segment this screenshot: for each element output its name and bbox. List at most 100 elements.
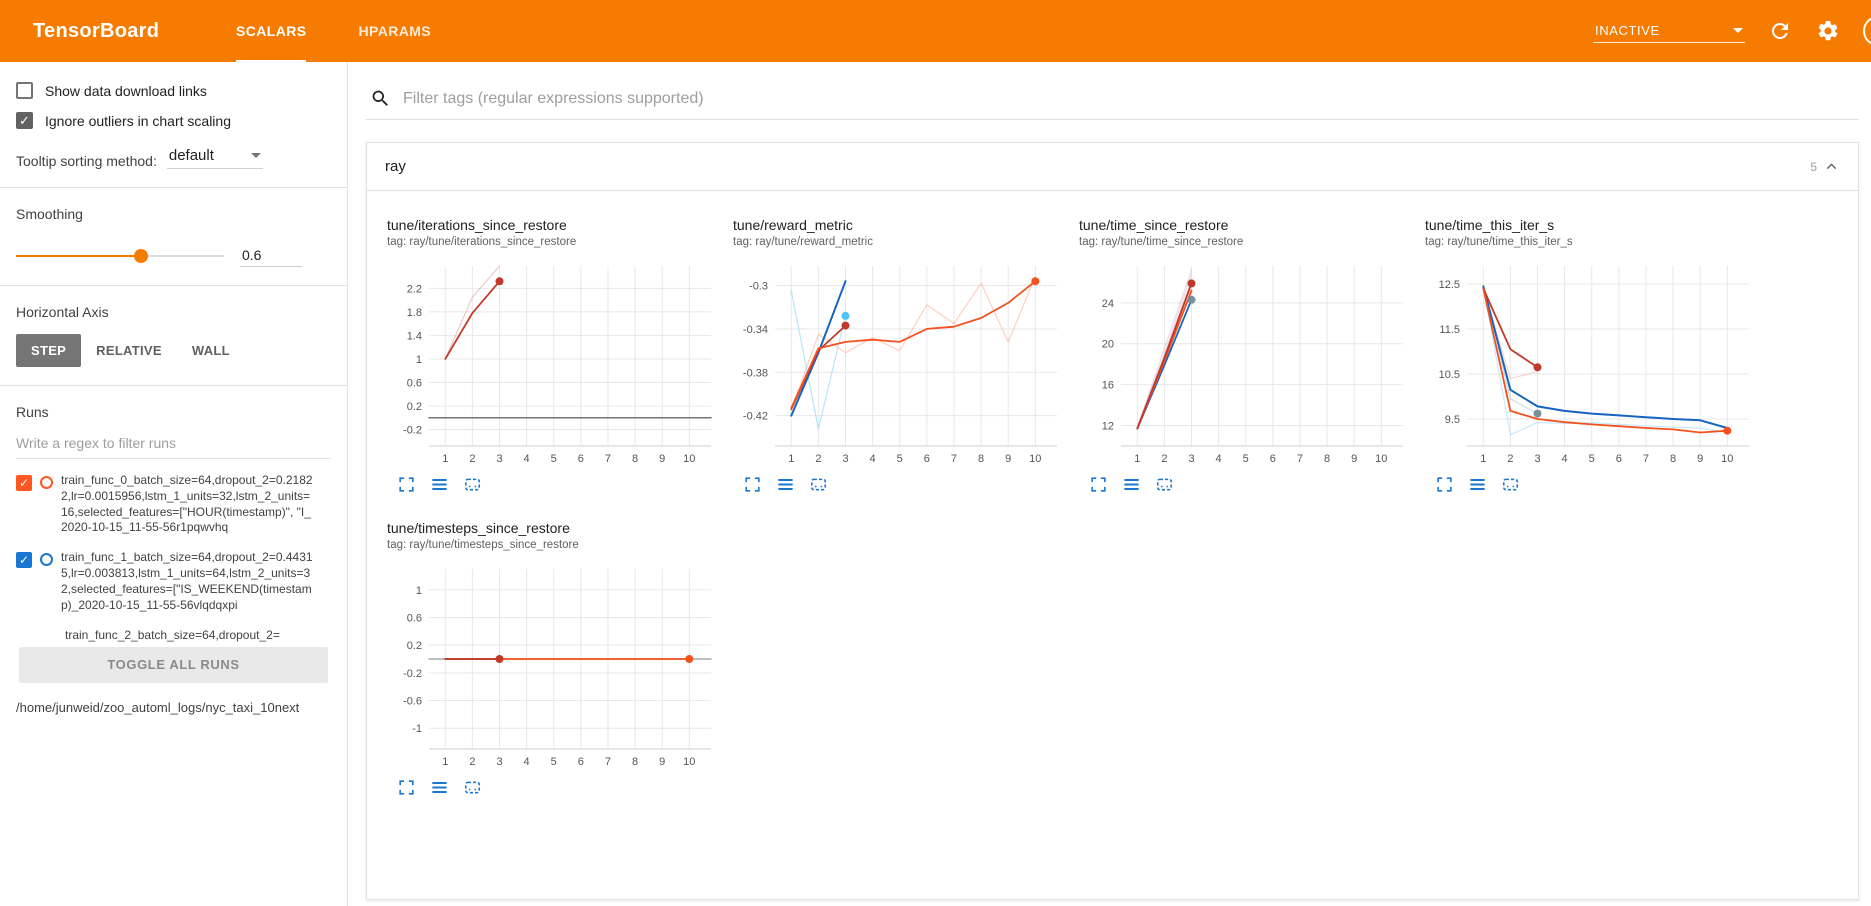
sidebar-option-1[interactable]: ✓ Ignore outliers in chart scaling [16,112,331,129]
checkbox-label: Ignore outliers in chart scaling [45,112,231,129]
run-item[interactable]: train_func_2_batch_size=64,dropout_2= [65,628,331,645]
chart-card: tune/time_since_restore tag: ray/tune/ti… [1077,217,1413,494]
fit-domain-icon[interactable] [462,474,482,494]
chart-title: tune/timesteps_since_restore [387,520,570,536]
svg-text:-0.2: -0.2 [403,425,422,437]
chart-plot[interactable]: 1 2 3 4 5 6 7 8 9 10 -0.42 -0.38 -0.34 -0.3 [731,258,1067,470]
chart-tag: tag: ray/tune/iterations_since_restore [387,236,577,248]
chart-plot[interactable]: 1 2 3 4 5 6 7 8 9 10 9.5 10.5 11.5 12.5 [1423,258,1759,470]
fit-domain-icon[interactable] [1154,474,1174,494]
divider [0,187,347,188]
run-checkbox[interactable]: ✓ [16,552,32,569]
svg-text:4: 4 [1562,453,1568,465]
svg-text:12.5: 12.5 [1439,279,1460,291]
checkbox[interactable] [16,82,33,99]
toggle-all-runs-button[interactable]: TOGGLE ALL RUNS [19,646,328,683]
chart-toolbar [1077,474,1413,494]
tag-filter-row [366,88,1859,120]
header-actions: INACTIVE [1593,16,1871,46]
tag-filter-input[interactable] [403,89,1857,108]
svg-text:3: 3 [1534,453,1540,465]
help-icon[interactable] [1863,16,1871,46]
axis-step-button[interactable]: STEP [16,334,82,367]
section-header-ray[interactable]: ray 5 [367,143,1858,191]
tooltip-sorting-label: Tooltip sorting method: [16,153,157,169]
svg-text:6: 6 [1616,453,1622,465]
run-selector-icon[interactable] [429,777,449,797]
smoothing-row: 0.6 [16,244,331,267]
svg-text:0.6: 0.6 [407,612,422,624]
gear-icon[interactable] [1815,18,1841,44]
chart-card: tune/timesteps_since_restore tag: ray/tu… [385,520,721,797]
svg-text:1.8: 1.8 [407,307,422,319]
svg-text:24: 24 [1102,298,1114,310]
smoothing-label: Smoothing [16,206,83,222]
tag-section-card: ray 5 tune/iterations_since_restore tag:… [366,142,1859,900]
chart-card: tune/reward_metric tag: ray/tune/reward_… [731,217,1067,494]
chart-tag: tag: ray/tune/reward_metric [733,236,873,248]
log-directory-path: /home/junweid/zoo_automl_logs/nyc_taxi_1… [16,699,300,715]
svg-text:7: 7 [1643,453,1649,465]
sidebar-options: Show data download links ✓ Ignore outliers… [16,82,331,129]
chart-plot[interactable]: 1 2 3 4 5 6 7 8 9 10 -1 -0.6 -0.2 0.2 0.6 1 [385,561,721,773]
svg-text:2: 2 [469,756,475,768]
checkbox-label: Show data download links [45,82,207,99]
svg-text:3: 3 [842,453,848,465]
chart-toolbar [385,777,721,797]
svg-text:1.4: 1.4 [407,330,422,342]
status-dropdown[interactable]: INACTIVE [1593,19,1745,43]
run-selector-icon[interactable] [1121,474,1141,494]
chart-plot[interactable]: 1 2 3 4 5 6 7 8 9 10 -0.2 0.2 0.6 1 1.4 1.8 2.2 [385,258,721,470]
smoothing-value[interactable]: 0.6 [240,244,302,267]
axis-wall-button[interactable]: WALL [177,334,245,367]
run-selector-icon[interactable] [429,474,449,494]
svg-text:10: 10 [683,756,695,768]
svg-text:8: 8 [978,453,984,465]
svg-text:9: 9 [1005,453,1011,465]
run-item[interactable]: ✓ train_func_0_batch_size=64,dropout_2=0.… [16,473,331,536]
expand-chart-icon[interactable] [742,474,762,494]
run-checkbox[interactable]: ✓ [16,475,32,491]
expand-chart-icon[interactable] [396,777,416,797]
chart-title: tune/time_this_iter_s [1425,217,1555,233]
refresh-icon[interactable] [1767,18,1793,44]
run-radio[interactable] [40,553,53,567]
runs-filter-input[interactable] [16,428,331,459]
chevron-up-icon[interactable] [1823,158,1840,175]
svg-text:16: 16 [1102,380,1114,392]
svg-text:5: 5 [551,756,557,768]
svg-text:9: 9 [659,756,665,768]
chart-title: tune/time_since_restore [1079,217,1229,233]
svg-text:4: 4 [524,756,530,768]
run-radio[interactable] [40,476,53,489]
slider-handle[interactable] [133,248,148,263]
svg-text:4: 4 [1216,453,1222,465]
svg-text:8: 8 [632,756,638,768]
expand-chart-icon[interactable] [1088,474,1108,494]
fit-domain-icon[interactable] [462,777,482,797]
tab-hparams[interactable]: HPARAMS [358,23,432,39]
sidebar-option-0[interactable]: Show data download links [16,82,331,99]
svg-text:-0.2: -0.2 [403,668,422,680]
settings-sidebar: Show data download links ✓ Ignore outliers… [0,62,348,906]
svg-text:2.2: 2.2 [407,283,422,295]
svg-text:10.5: 10.5 [1439,369,1460,381]
tab-scalars[interactable]: SCALARS [210,0,332,62]
svg-text:-0.34: -0.34 [743,324,768,336]
run-list: ✓ train_func_0_batch_size=64,dropout_2=0.… [16,473,331,645]
svg-text:8: 8 [632,453,638,465]
fit-domain-icon[interactable] [1500,474,1520,494]
run-label: train_func_1_batch_size=64,dropout_2=0.4… [61,550,313,612]
smoothing-slider[interactable] [16,248,224,263]
svg-text:3: 3 [496,453,502,465]
run-selector-icon[interactable] [1467,474,1487,494]
run-item[interactable]: ✓ train_func_1_batch_size=64,dropout_2=0.… [16,550,331,613]
checkbox[interactable]: ✓ [16,112,33,129]
tooltip-sorting-select[interactable]: default [166,145,263,169]
expand-chart-icon[interactable] [396,474,416,494]
expand-chart-icon[interactable] [1434,474,1454,494]
run-selector-icon[interactable] [775,474,795,494]
fit-domain-icon[interactable] [808,474,828,494]
axis-relative-button[interactable]: RELATIVE [81,334,177,367]
